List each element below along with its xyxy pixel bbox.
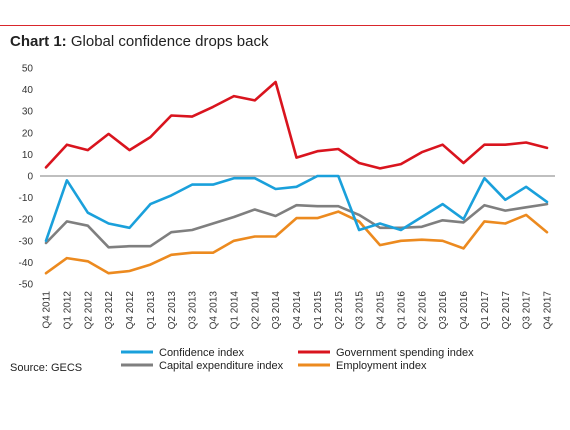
x-tick-label: Q4 2015 [376, 291, 387, 330]
x-tick-label: Q1 2012 [62, 291, 73, 330]
x-tick-label: Q4 2012 [125, 291, 136, 330]
y-tick-label: -50 [19, 280, 34, 291]
chart-title-text: Global confidence drops back [70, 33, 269, 50]
series-line-government [44, 80, 549, 170]
y-tick-label: -40 [19, 258, 34, 269]
x-tick-label: Q4 2013 [209, 291, 220, 330]
series-line-employment [44, 210, 549, 275]
x-tick-label: Q1 2016 [396, 291, 407, 330]
legend-label-government: Government spending index [336, 347, 474, 359]
x-tick-label: Q3 2016 [438, 291, 449, 330]
x-tick-label: Q1 2014 [229, 291, 240, 330]
x-tick-label: Q3 2017 [522, 291, 533, 330]
y-tick-label: 10 [22, 150, 34, 161]
x-tick-label: Q1 2017 [480, 291, 491, 330]
series-line-confidence [44, 174, 549, 243]
x-tick-label: Q3 2014 [271, 291, 282, 330]
y-tick-label: -10 [19, 193, 34, 204]
legend-label-employment: Employment index [336, 360, 427, 372]
x-tick-label: Q2 2013 [167, 291, 178, 330]
legend-label-capex: Capital expenditure index [159, 360, 284, 372]
legend: Confidence index Government spending inde… [121, 347, 474, 372]
y-tick-label: 40 [22, 85, 34, 96]
x-tick-label: Q2 2012 [83, 291, 94, 330]
y-tick-label: 20 [22, 128, 34, 139]
x-tick-label: Q4 2017 [543, 291, 554, 330]
x-tick-label: Q2 2016 [417, 291, 428, 330]
y-tick-label: 30 [22, 107, 34, 118]
x-tick-label: Q2 2015 [334, 291, 345, 330]
x-tick-label: Q1 2013 [146, 291, 157, 330]
y-tick-label: 50 [22, 64, 34, 75]
x-tick-label: Q1 2015 [313, 291, 324, 330]
series-line-capex [44, 202, 549, 249]
x-tick-label: Q3 2013 [188, 291, 199, 330]
x-tick-label: Q2 2014 [250, 291, 261, 330]
y-tick-label: 0 [27, 172, 33, 183]
series-lines [44, 80, 549, 275]
top-rule [0, 25, 570, 26]
x-tick-label: Q4 2011 [42, 291, 53, 329]
x-tick-label: Q3 2012 [104, 291, 115, 330]
x-axis-ticks: Q4 2011 Q1 2012 Q2 2012 Q3 2012 Q4 2012 Q1 20… [42, 291, 554, 330]
chart-title: Chart 1: Global confidence drops back [10, 33, 268, 50]
x-tick-label: Q4 2016 [459, 291, 470, 330]
legend-label-confidence: Confidence index [159, 347, 245, 359]
y-tick-label: -20 [19, 215, 34, 226]
y-axis-ticks: 50 40 30 20 10 0 -10 -20 -30 -40 -50 [19, 64, 34, 291]
x-tick-label: Q3 2015 [355, 291, 366, 330]
x-tick-label: Q4 2014 [292, 291, 303, 330]
source-note: Source: GECS [10, 362, 83, 374]
x-tick-label: Q2 2017 [501, 291, 512, 330]
chart-title-label: Chart 1: [10, 33, 67, 50]
y-tick-label: -30 [19, 236, 34, 247]
